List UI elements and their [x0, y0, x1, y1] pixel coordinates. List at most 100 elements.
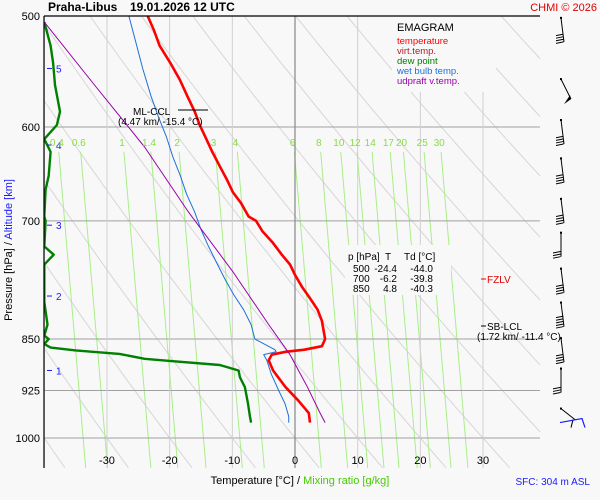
mixing-ratio-line [389, 151, 418, 468]
legend-item: virt.temp. [397, 46, 436, 57]
wind-barb-feather [555, 315, 564, 319]
wind-barb-dot [560, 231, 562, 234]
wind-barb [555, 119, 565, 147]
wind-barb [559, 407, 586, 428]
wind-barb [552, 231, 562, 259]
mixing-ratio-line [80, 151, 109, 468]
table-cell-dewpoint: -39.8 [410, 274, 433, 285]
surface-wind-marker [559, 417, 586, 428]
mixing-ratio-label: 4 [233, 138, 239, 149]
table-background [345, 245, 451, 295]
wind-barb-feather [552, 389, 561, 392]
dry-adiabats [44, 16, 540, 468]
mixing-ratio-label: 3 [211, 138, 217, 149]
wind-barb-feather [555, 361, 564, 365]
y-axis-title: Pressure [hPa] / Altitude [km] [3, 179, 15, 321]
table-header-p: p [hPa] [348, 252, 380, 263]
wind-barb [560, 78, 572, 105]
legend-item: wet bulb temp. [396, 66, 459, 77]
altitude-tick-label: 2 [56, 292, 62, 303]
y-axis-separator: / [3, 240, 15, 249]
mixing-ratio-label: 10 [333, 138, 345, 149]
x-tick-label: 0 [292, 455, 298, 467]
wind-barb-staff [560, 408, 576, 420]
wind-barb-feather [555, 179, 564, 182]
x-axis-separator: / [294, 475, 303, 487]
table-header-td: Td [°C] [404, 252, 435, 263]
legend-item: temperature [397, 36, 448, 47]
wind-barb-staff [560, 338, 565, 363]
dry-adiabat-line [243, 16, 540, 366]
wind-pennant [564, 95, 571, 105]
mixing-ratio-line [340, 151, 369, 468]
station-name: Praha-Libus [48, 0, 118, 14]
x-tick-label: -30 [99, 455, 115, 467]
x-tick-label: -10 [224, 455, 240, 467]
wind-barb-feather [555, 326, 564, 329]
mixing-ratio-line [214, 151, 243, 468]
surface-elevation: SFC: 304 m ASL [516, 477, 591, 488]
x-tick-label: 20 [414, 455, 426, 467]
ml-ccl-value: (4.47 km/ -15.4 °C) [118, 117, 203, 128]
y-tick-label: 700 [22, 216, 40, 228]
wind-barb [555, 267, 565, 295]
wind-barb-feather [555, 323, 564, 326]
wind-barb-dot [560, 407, 562, 410]
mixing-ratio-label: 14 [365, 138, 377, 149]
sb-lcl-label: SB-LCL [487, 322, 522, 333]
x-axis-label: Temperature [°C] [211, 475, 294, 487]
mixing-ratio-line [123, 151, 152, 468]
x-tick-label: 10 [352, 455, 364, 467]
wind-barb-feather [555, 286, 564, 290]
table-cell-temperature: 4.8 [383, 284, 397, 295]
wind-barb-feather [552, 392, 561, 395]
wind-barb-feather [552, 256, 561, 259]
wind-barb-feather [555, 138, 564, 141]
wind-barb-feather [552, 386, 561, 390]
wind-barb-feather [555, 356, 564, 359]
wind-barb-feather [555, 219, 564, 223]
wind-barb-dot [560, 301, 562, 304]
legend-title: EMAGRAM [397, 22, 454, 34]
mixing-ratio-line [58, 151, 87, 468]
table-cell-temperature: -6.2 [380, 274, 398, 285]
wind-barb-staff [560, 198, 565, 223]
wind-barb-feather [555, 217, 564, 220]
sb-lcl-value: (1.72 km/ -11.4 °C) [477, 332, 561, 343]
mixing-ratio-lines [58, 151, 469, 468]
table-cell-pressure: 850 [353, 284, 370, 295]
dry-adiabat-line [44, 178, 256, 468]
wind-barb-feather [555, 292, 564, 295]
wind-barb-dot [560, 157, 562, 160]
x-tick-label: 30 [477, 455, 489, 467]
wind-barb [555, 301, 565, 329]
wind-barb-feather [555, 36, 564, 39]
dry-adiabat-line [346, 16, 540, 238]
mixing-ratio-line [402, 151, 431, 468]
wind-barb-dot [560, 16, 562, 19]
y-tick-label: 500 [22, 11, 40, 23]
wind-barb-feather [552, 250, 561, 254]
wind-barb-feather [555, 320, 564, 324]
dry-adiabat-line [294, 16, 540, 301]
wind-barb-staff [560, 302, 565, 327]
sounding-series [44, 16, 327, 423]
mixing-ratio-label: 20 [396, 138, 408, 149]
table-cell-temperature: -24.4 [374, 264, 397, 275]
table-cell-dewpoint: -40.3 [410, 284, 433, 295]
x-axis-title: Temperature [°C] / Mixing ratio [g/kg] [211, 475, 390, 487]
mixing-ratio-label: 1.4 [142, 138, 156, 149]
mixing-ratio-line [423, 151, 452, 468]
mixing-ratio-line [320, 151, 349, 468]
wind-barb-staff [560, 158, 565, 183]
series-wet-bulb-temp [128, 16, 290, 423]
datetime: 19.01.2026 12 UTC [130, 0, 235, 14]
ml-ccl-label: ML-CCL [133, 107, 171, 118]
copyright: CHMI © 2026 [530, 2, 597, 14]
mixing-ratio-label: 2 [174, 138, 180, 149]
series-udpraft-v-temp [44, 21, 326, 423]
wind-barb-staff [560, 119, 565, 145]
mixing-ratio-label: 1 [119, 138, 125, 149]
y-tick-label: 925 [22, 386, 40, 398]
y-axis-ticks: 500 600 700 850 925 1000 [16, 11, 40, 445]
